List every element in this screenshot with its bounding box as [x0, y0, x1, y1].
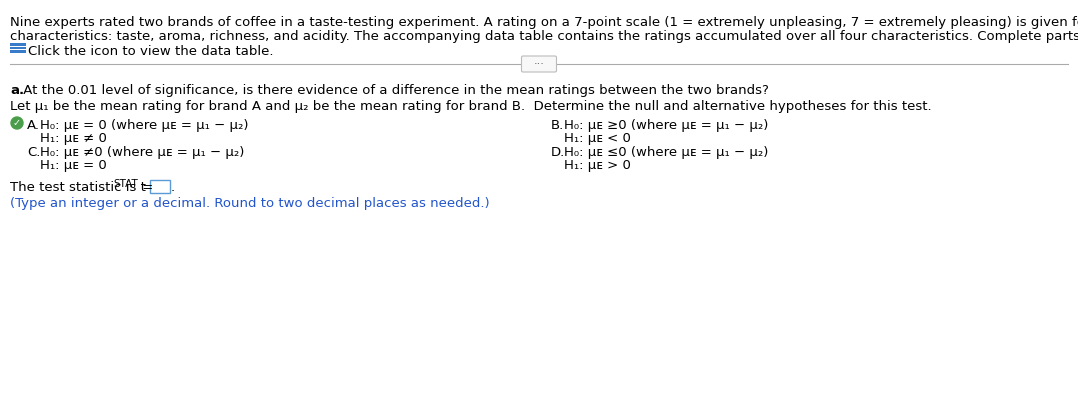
Text: At the 0.01 level of significance, is there evidence of a difference in the mean: At the 0.01 level of significance, is th… — [19, 84, 769, 97]
Text: The test statistic is t: The test statistic is t — [10, 181, 146, 194]
Text: H₁: μᴇ > 0: H₁: μᴇ > 0 — [564, 159, 631, 172]
Text: B.: B. — [551, 119, 564, 132]
Bar — [150, 180, 170, 193]
Text: ✓: ✓ — [13, 118, 22, 128]
Text: C.: C. — [27, 146, 40, 159]
Text: H₀: μᴇ = 0 (where μᴇ = μ₁ − μ₂): H₀: μᴇ = 0 (where μᴇ = μ₁ − μ₂) — [40, 119, 249, 132]
Bar — [14, 50, 17, 53]
Bar — [18, 47, 22, 49]
Bar — [14, 43, 17, 46]
Text: characteristics: taste, aroma, richness, and acidity. The accompanying data tabl: characteristics: taste, aroma, richness,… — [10, 30, 1078, 43]
Bar — [18, 43, 22, 46]
Bar — [10, 47, 14, 49]
Bar — [10, 50, 14, 53]
Text: (Type an integer or a decimal. Round to two decimal places as needed.): (Type an integer or a decimal. Round to … — [10, 197, 489, 210]
Text: =: = — [138, 181, 153, 194]
Bar — [22, 43, 26, 46]
Text: Click the icon to view the data table.: Click the icon to view the data table. — [28, 45, 274, 58]
Text: H₁: μᴇ = 0: H₁: μᴇ = 0 — [40, 159, 107, 172]
Bar — [22, 47, 26, 49]
Text: A.: A. — [27, 119, 40, 132]
Text: Let μ₁ be the mean rating for brand A and μ₂ be the mean rating for brand B.  De: Let μ₁ be the mean rating for brand A an… — [10, 100, 931, 113]
Bar — [18, 50, 22, 53]
Circle shape — [11, 144, 23, 156]
Bar — [14, 47, 17, 49]
Text: ···: ··· — [534, 59, 544, 69]
Bar — [10, 43, 14, 46]
Text: H₀: μᴇ ≥0 (where μᴇ = μ₁ − μ₂): H₀: μᴇ ≥0 (where μᴇ = μ₁ − μ₂) — [564, 119, 769, 132]
Circle shape — [534, 144, 545, 156]
Text: a.: a. — [10, 84, 24, 97]
Text: H₁: μᴇ ≠ 0: H₁: μᴇ ≠ 0 — [40, 132, 107, 145]
Text: D.: D. — [551, 146, 565, 159]
Text: STAT: STAT — [113, 179, 138, 189]
Circle shape — [11, 117, 23, 129]
Text: H₀: μᴇ ≤0 (where μᴇ = μ₁ − μ₂): H₀: μᴇ ≤0 (where μᴇ = μ₁ − μ₂) — [564, 146, 769, 159]
FancyBboxPatch shape — [522, 56, 556, 72]
Text: Nine experts rated two brands of coffee in a taste-testing experiment. A rating : Nine experts rated two brands of coffee … — [10, 16, 1078, 29]
Circle shape — [534, 117, 545, 129]
Text: H₁: μᴇ < 0: H₁: μᴇ < 0 — [564, 132, 631, 145]
Text: .: . — [171, 181, 175, 194]
Text: H₀: μᴇ ≠0 (where μᴇ = μ₁ − μ₂): H₀: μᴇ ≠0 (where μᴇ = μ₁ − μ₂) — [40, 146, 245, 159]
Bar — [22, 50, 26, 53]
